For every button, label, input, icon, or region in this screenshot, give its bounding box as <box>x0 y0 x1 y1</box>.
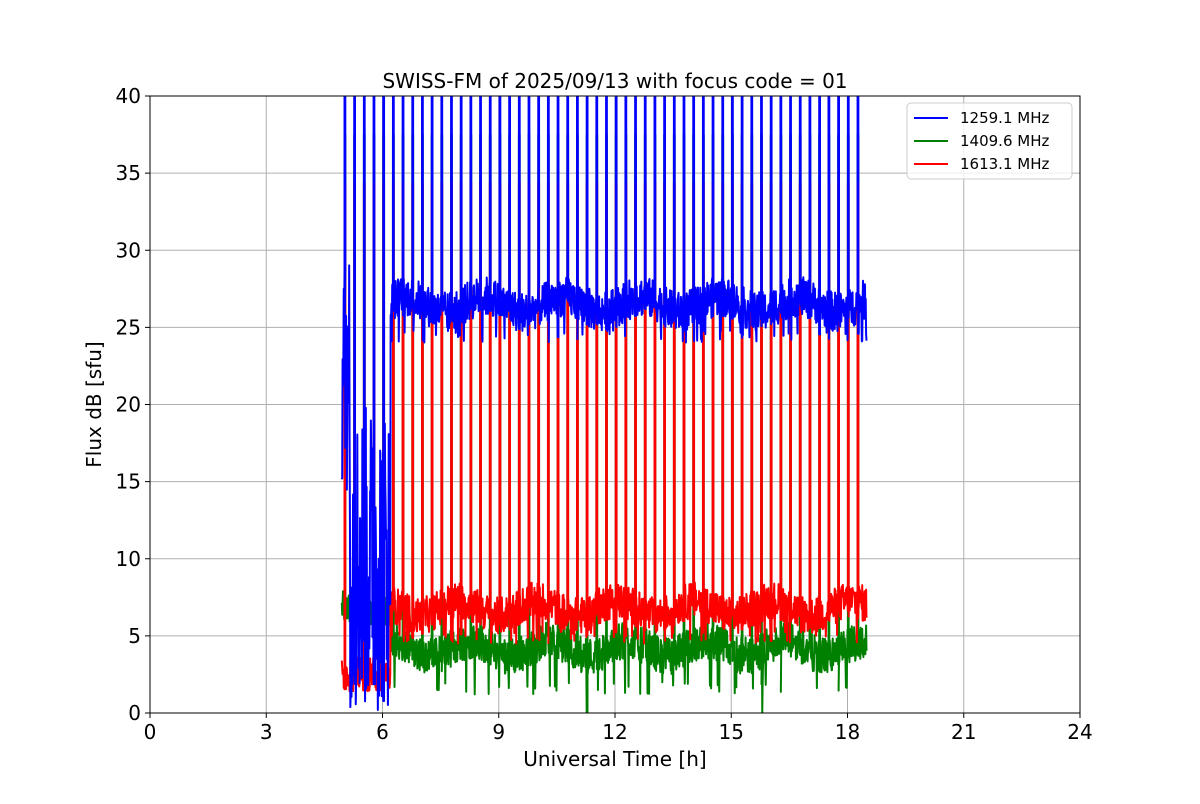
x-tick-label: 21 <box>951 720 976 744</box>
x-tick-label: 3 <box>260 720 273 744</box>
legend-label-1613: 1613.1 MHz <box>960 155 1049 173</box>
chart-title: SWISS-FM of 2025/09/13 with focus code =… <box>382 69 847 93</box>
x-tick-label: 6 <box>376 720 389 744</box>
y-tick-label: 30 <box>116 238 141 262</box>
series-layer <box>340 96 868 713</box>
axis-ticks: 0 3 6 9 12 15 18 21 24 0 5 10 15 20 25 30 35 40 <box>116 84 1093 744</box>
y-tick-label: 0 <box>128 701 141 725</box>
series-line-1409.6 <box>340 133 868 713</box>
x-tick-label: 18 <box>835 720 860 744</box>
x-tick-label: 15 <box>719 720 744 744</box>
x-tick-label: 9 <box>492 720 505 744</box>
y-tick-label: 10 <box>116 547 141 571</box>
legend-label-1259: 1259.1 MHz <box>960 109 1049 127</box>
y-tick-label: 15 <box>116 470 141 494</box>
series-line-1259.1 <box>340 96 868 711</box>
y-tick-label: 35 <box>116 161 141 185</box>
y-axis-label: Flux dB [sfu] <box>82 341 106 467</box>
x-tick-label: 12 <box>602 720 627 744</box>
legend-box <box>906 102 1073 180</box>
y-tick-label: 40 <box>116 84 141 108</box>
x-tick-label: 0 <box>144 720 157 744</box>
legend: 1259.1 MHz 1409.6 MHz 1613.1 MHz <box>906 102 1073 180</box>
y-tick-label: 25 <box>116 315 141 339</box>
x-tick-label: 24 <box>1067 720 1092 744</box>
y-tick-label: 20 <box>116 393 141 417</box>
y-tick-label: 5 <box>128 624 141 648</box>
legend-label-1409: 1409.6 MHz <box>960 132 1049 150</box>
series-line-1613.1 <box>340 181 868 693</box>
x-axis-label: Universal Time [h] <box>523 747 706 771</box>
